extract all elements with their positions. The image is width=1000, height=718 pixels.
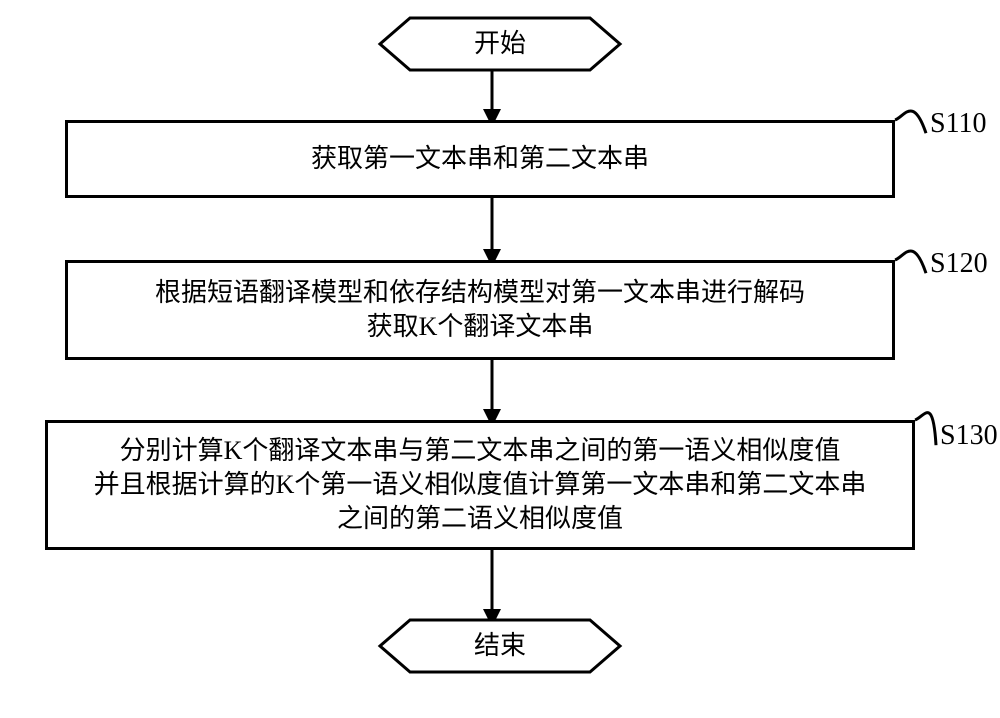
s130-node: 分别计算K个翻译文本串与第二文本串之间的第一语义相似度值并且根据计算的K个第一语… bbox=[45, 420, 915, 550]
s120-node: 根据短语翻译模型和依存结构模型对第一文本串进行解码获取K个翻译文本串 bbox=[65, 260, 895, 360]
s120-line: 根据短语翻译模型和依存结构模型对第一文本串进行解码 bbox=[155, 276, 805, 310]
s110-label: S110 bbox=[930, 108, 987, 140]
s120-line: 获取K个翻译文本串 bbox=[367, 310, 594, 344]
end-node: 结束 bbox=[380, 620, 620, 672]
s110-line: 获取第一文本串和第二文本串 bbox=[311, 142, 649, 176]
s130-line: 分别计算K个翻译文本串与第二文本串之间的第一语义相似度值 bbox=[120, 434, 841, 468]
s110-node: 获取第一文本串和第二文本串 bbox=[65, 120, 895, 198]
s130-label: S130 bbox=[940, 420, 998, 452]
s130-line: 之间的第二语义相似度值 bbox=[337, 502, 623, 536]
s120-label: S120 bbox=[930, 248, 988, 280]
start-node: 开始 bbox=[380, 18, 620, 70]
s130-line: 并且根据计算的K个第一语义相似度值计算第一文本串和第二文本串 bbox=[94, 468, 867, 502]
